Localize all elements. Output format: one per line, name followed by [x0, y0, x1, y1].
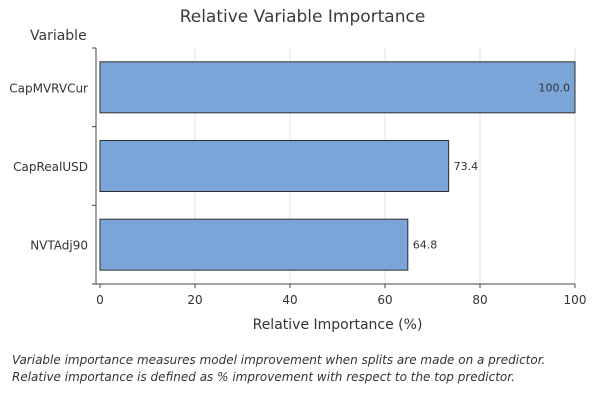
category-label-0: CapMVRVCur	[9, 81, 88, 95]
value-label-1: 73.4	[454, 160, 479, 173]
bar-1	[99, 140, 450, 192]
category-label-1: CapRealUSD	[13, 160, 88, 174]
x-tick-label-0: 0	[96, 293, 104, 307]
category-label-2: NVTAdj90	[30, 239, 88, 253]
x-tick-label-3: 60	[377, 293, 392, 307]
value-label-0: 100.0	[539, 81, 571, 94]
chart-title: Relative Variable Importance	[179, 7, 426, 27]
x-axis-title: Relative Importance (%)	[253, 317, 423, 333]
x-tick-label-5: 100	[564, 293, 587, 307]
value-label-2: 64.8	[413, 239, 438, 252]
footnote-2: Relative importance is defined as % impr…	[12, 370, 515, 384]
x-tick-label-4: 80	[472, 293, 487, 307]
bar-0	[99, 61, 576, 114]
x-tick-label-1: 20	[187, 293, 202, 307]
footnote-1: Variable importance measures model impro…	[12, 353, 546, 367]
y-axis-label: Variable	[30, 28, 87, 44]
x-tick-label-2: 40	[282, 293, 297, 307]
bar-2	[99, 218, 409, 271]
